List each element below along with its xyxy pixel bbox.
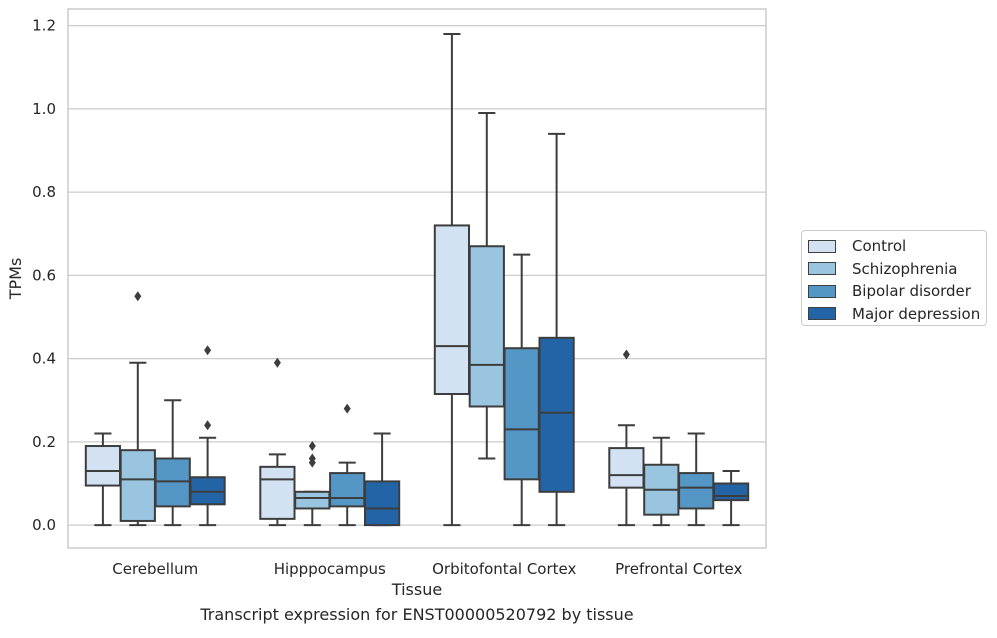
box	[329, 472, 366, 508]
box	[678, 472, 715, 510]
y-tick-label: 0.8	[32, 183, 56, 201]
legend-item: Bipolar disorder	[808, 280, 986, 303]
legend-label: Bipolar disorder	[852, 282, 971, 301]
plot-frame	[67, 8, 767, 549]
legend-swatch	[808, 239, 836, 253]
outlier-point	[308, 457, 316, 468]
y-tick-label: 1.2	[32, 17, 56, 35]
box	[259, 465, 296, 520]
outlier-point	[622, 349, 630, 360]
box	[468, 245, 505, 408]
box	[608, 447, 645, 489]
y-tick-label: 0.6	[32, 266, 56, 284]
chart-caption: Transcript expression for ENST0000052079…	[200, 605, 634, 624]
y-tick-label: 0.2	[32, 433, 56, 451]
outlier-point	[204, 420, 212, 431]
x-tick-label: Cerebellum	[112, 560, 198, 578]
legend-item: Major depression	[808, 303, 986, 326]
box	[538, 336, 575, 493]
outlier-point	[308, 441, 316, 452]
outlier-point	[343, 403, 351, 414]
outlier-point	[273, 357, 281, 368]
legend-swatch	[808, 262, 836, 276]
box	[712, 482, 750, 502]
y-axis-label: TPMs	[6, 258, 25, 301]
y-tick-label: 1.0	[32, 100, 56, 118]
box	[294, 490, 331, 510]
x-tick-label: Hipppocampus	[274, 560, 386, 578]
legend-label: Major depression	[852, 304, 981, 323]
y-tick-label: 0.0	[32, 516, 56, 534]
legend-label: Control	[852, 237, 907, 256]
box	[84, 445, 122, 487]
x-tick-label: Orbitofontal Cortex	[432, 560, 576, 578]
box	[433, 224, 471, 395]
box	[363, 480, 401, 527]
x-axis-label: Tissue	[391, 580, 442, 599]
legend-item: Control	[808, 235, 986, 258]
legend-swatch	[808, 284, 836, 298]
outlier-point	[134, 291, 142, 302]
box	[119, 449, 156, 522]
legend-item: Schizophrenia	[808, 258, 986, 281]
legend-swatch	[808, 307, 836, 321]
box	[189, 476, 226, 506]
y-tick-label: 0.4	[32, 350, 56, 368]
legend: Control Schizophrenia Bipolar disorder Majo…	[801, 230, 987, 326]
box	[154, 457, 191, 508]
box	[503, 347, 540, 481]
outlier-point	[204, 345, 212, 356]
x-tick-label: Prefrontal Cortex	[615, 560, 742, 578]
legend-label: Schizophrenia	[852, 259, 958, 278]
